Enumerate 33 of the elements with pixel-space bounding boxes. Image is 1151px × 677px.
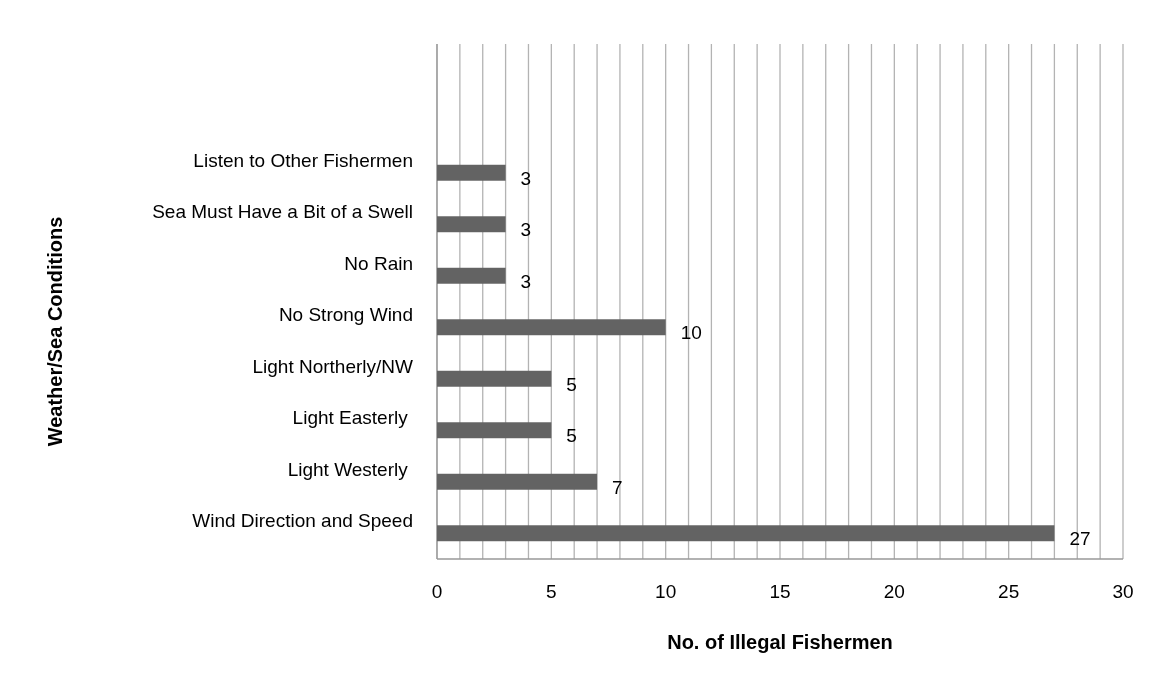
data-label: 5 xyxy=(566,425,577,447)
x-axis-title: No. of Illegal Fishermen xyxy=(667,631,893,653)
bar xyxy=(437,370,552,387)
y-axis-title: Weather/Sea Conditions xyxy=(44,216,66,447)
x-tick-label: 20 xyxy=(883,581,905,602)
x-tick-label: 0 xyxy=(431,581,443,602)
bar xyxy=(437,525,1055,542)
x-tick-label: 5 xyxy=(546,581,557,602)
x-tick-label: 25 xyxy=(998,581,1020,602)
y-tick-label: Listen to Other Fishermen xyxy=(193,149,413,171)
y-tick-label: Light Easterly xyxy=(292,407,413,429)
data-label: 10 xyxy=(680,322,702,344)
x-tick-label: 10 xyxy=(655,581,677,602)
y-tick-label: Sea Must Have a Bit of a Swell xyxy=(152,201,413,223)
bar xyxy=(437,319,666,336)
x-tick-label: 15 xyxy=(769,581,791,602)
y-tick-label: No Strong Wind xyxy=(278,304,413,326)
data-label: 3 xyxy=(520,270,532,292)
data-label: 3 xyxy=(520,167,532,189)
x-tick-label: 30 xyxy=(1112,581,1134,602)
data-label: 3 xyxy=(520,219,532,241)
bar xyxy=(437,164,506,181)
bar xyxy=(437,473,598,490)
bar xyxy=(437,267,506,284)
data-label: 7 xyxy=(612,476,623,498)
y-tick-label: Wind Direction and Speed xyxy=(192,510,413,532)
bar xyxy=(437,216,506,233)
y-tick-label: Light Northerly/NW xyxy=(252,355,414,377)
data-label: 5 xyxy=(566,373,577,395)
y-tick-label: Light Westerly xyxy=(287,458,413,480)
data-label: 27 xyxy=(1069,528,1091,550)
y-tick-label: No Rain xyxy=(344,252,413,274)
bar xyxy=(437,422,552,439)
